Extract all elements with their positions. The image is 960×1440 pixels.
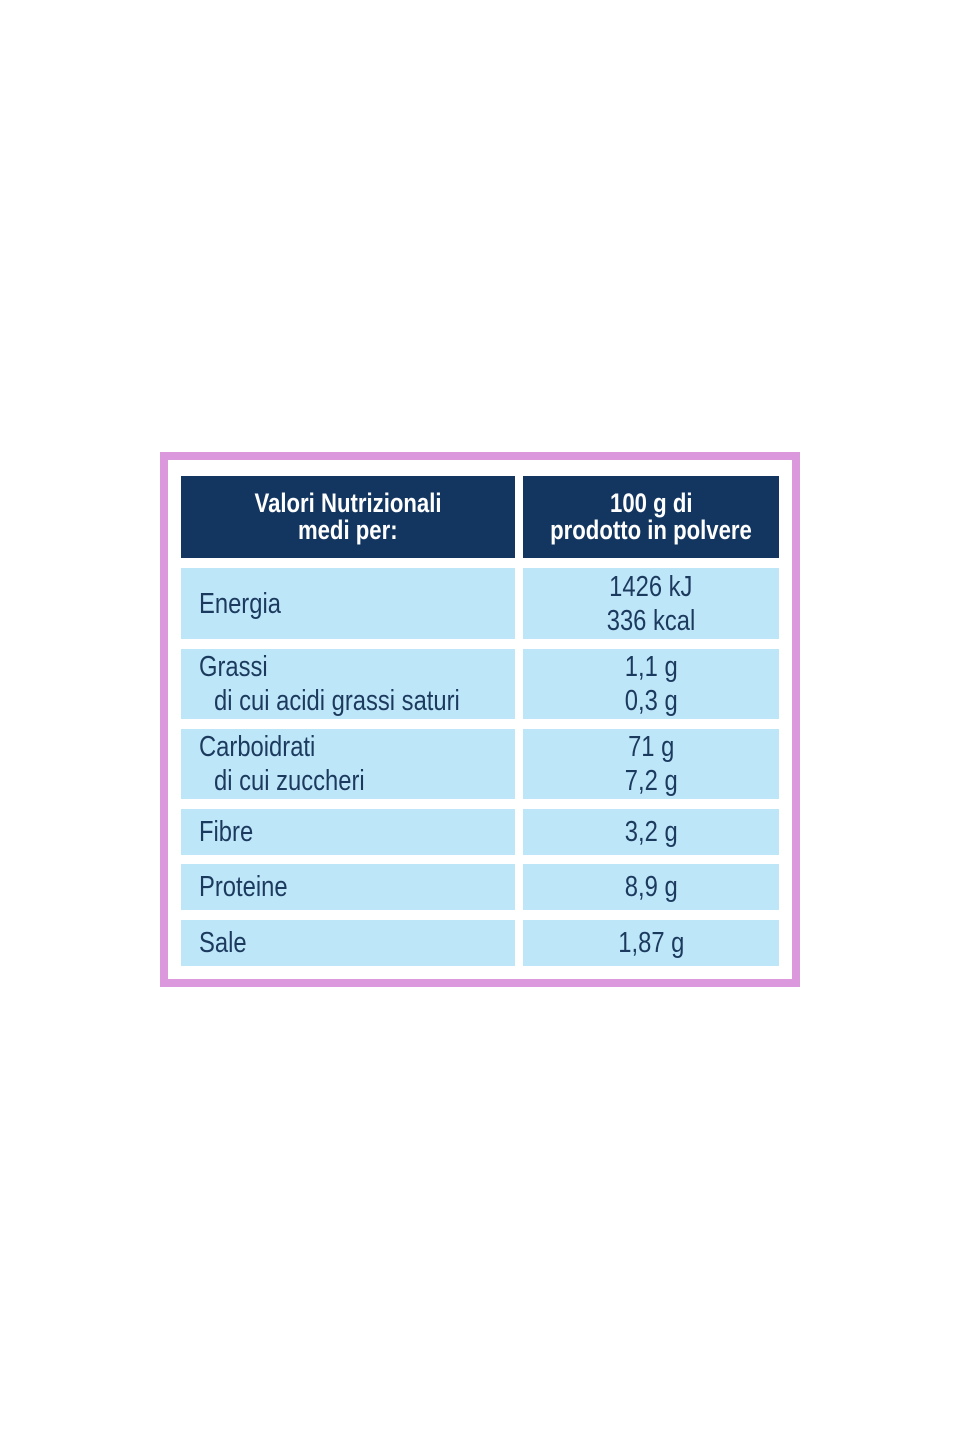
cell-text: 1,1 g bbox=[624, 651, 678, 683]
cell-text: 1,87 g bbox=[617, 927, 685, 959]
cell-text: 8,9 g bbox=[624, 871, 678, 903]
cell-text: 100 g di bbox=[609, 488, 693, 518]
cell-text: 7,2 g bbox=[624, 765, 678, 797]
row-value: 1426 kJ 336 kcal bbox=[523, 568, 779, 639]
table-frame: Valori Nutrizionali medi per: 100 g di prod… bbox=[160, 452, 800, 987]
cell-text: di cui zuccheri bbox=[214, 765, 365, 797]
row-label: Carboidrati di cui zuccheri bbox=[181, 729, 515, 799]
cell-text: 0,3 g bbox=[624, 685, 678, 717]
row-label: Sale bbox=[181, 920, 515, 966]
cell-text: Valori Nutrizionali bbox=[254, 488, 442, 518]
cell-text: Grassi bbox=[199, 651, 268, 683]
row-value: 1,1 g 0,3 g bbox=[523, 649, 779, 719]
header-cell: 100 g di prodotto in polvere bbox=[523, 476, 779, 558]
row-value: 71 g 7,2 g bbox=[523, 729, 779, 799]
row-value: 1,87 g bbox=[523, 920, 779, 966]
cell-text: Energia bbox=[199, 587, 281, 620]
row-label: Proteine bbox=[181, 864, 515, 910]
row-label: Grassi di cui acidi grassi saturi bbox=[181, 649, 515, 719]
cell-text: 3,2 g bbox=[624, 816, 678, 848]
cell-text: 71 g bbox=[627, 731, 675, 763]
header-cell: Valori Nutrizionali medi per: bbox=[181, 476, 515, 558]
cell-text: 336 kcal bbox=[606, 604, 696, 637]
cell-text: medi per: bbox=[298, 515, 398, 545]
cell-text: Fibre bbox=[199, 816, 254, 848]
cell-text: Sale bbox=[199, 927, 247, 959]
row-label: Fibre bbox=[181, 809, 515, 855]
row-value: 3,2 g bbox=[523, 809, 779, 855]
cell-text: di cui acidi grassi saturi bbox=[214, 685, 460, 717]
cell-text: prodotto in polvere bbox=[550, 515, 752, 545]
cell-text: 1426 kJ bbox=[609, 570, 693, 603]
cell-text: Proteine bbox=[199, 871, 288, 903]
row-label: Energia bbox=[181, 568, 515, 639]
row-value: 8,9 g bbox=[523, 864, 779, 910]
cell-text: Carboidrati bbox=[199, 731, 316, 763]
